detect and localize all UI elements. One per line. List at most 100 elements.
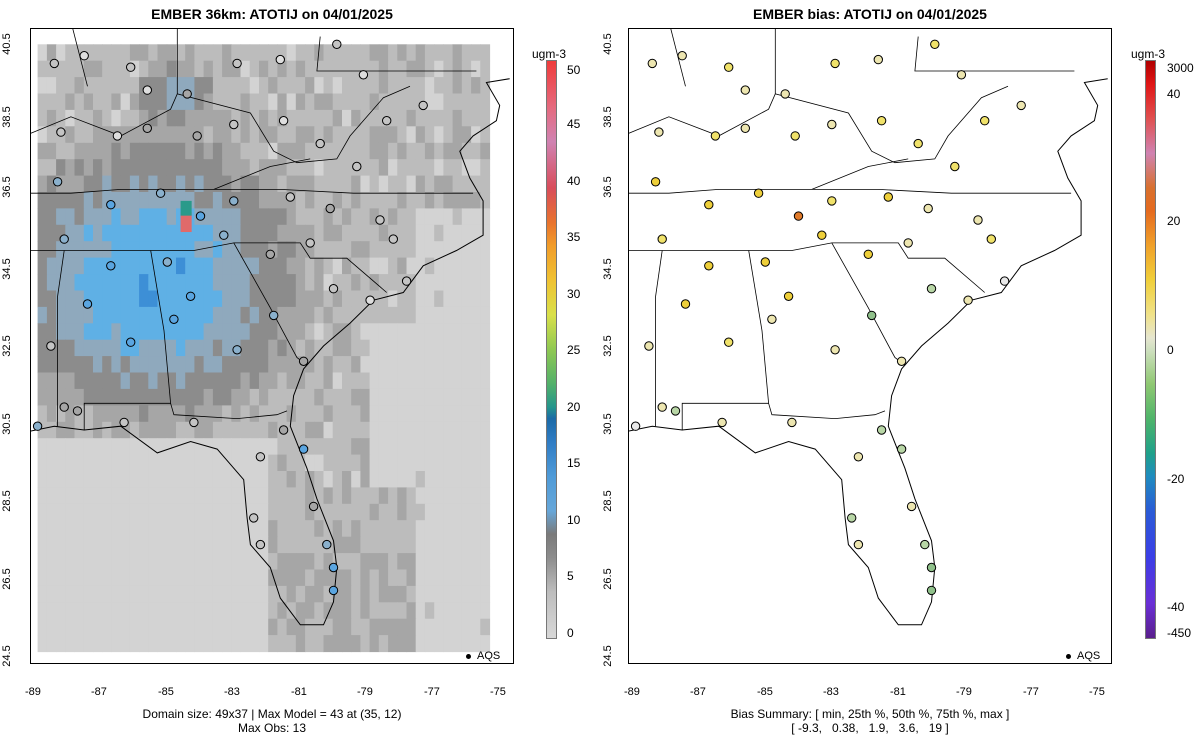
- grid-cell: [259, 323, 269, 341]
- grid-cell: [323, 602, 334, 620]
- grid-cell: [176, 520, 186, 538]
- grid-cell: [342, 438, 352, 456]
- bias-site-marker: [827, 119, 837, 130]
- grid-cell: [56, 536, 66, 554]
- grid-cell: [148, 553, 159, 571]
- right-state-boundary: [629, 189, 1072, 194]
- grid-cell: [120, 520, 131, 538]
- grid-cell: [83, 142, 94, 160]
- grid-cell: [157, 520, 168, 538]
- grid-cell: [452, 77, 463, 95]
- grid-cell: [212, 454, 223, 472]
- grid-cell: [176, 372, 186, 390]
- grid-cell: [120, 142, 131, 160]
- grid-cell: [102, 438, 112, 456]
- grid-cell: [185, 569, 195, 587]
- grid-cell: [342, 421, 352, 439]
- grid-cell: [323, 471, 334, 488]
- grid-cell: [46, 109, 57, 127]
- grid-cell: [378, 438, 389, 456]
- right-caption-line1: Bias Summary: [ min, 25th %, 50th %, 75t…: [730, 707, 1010, 721]
- grid-cell: [83, 339, 94, 357]
- grid-cell: [480, 77, 491, 95]
- grid-cell: [295, 142, 306, 160]
- grid-cell: [434, 553, 444, 571]
- grid-cell: [37, 93, 48, 111]
- grid-cell: [249, 569, 260, 587]
- grid-cell: [480, 224, 491, 242]
- grid-cell: [434, 438, 444, 456]
- grid-cell: [259, 192, 269, 209]
- grid-cell: [74, 290, 85, 308]
- grid-cell: [471, 241, 481, 259]
- grid-cell: [203, 257, 214, 275]
- grid-cell: [286, 487, 297, 505]
- grid-cell: [415, 77, 426, 95]
- bias-site-marker: [896, 444, 907, 454]
- grid-cell: [480, 569, 491, 587]
- grid-cell: [397, 536, 408, 554]
- colorbar-tick: 15: [567, 456, 581, 470]
- grid-cell: [277, 618, 288, 636]
- grid-cell: [139, 471, 149, 488]
- grid-cell: [37, 142, 48, 160]
- grid-cell: [424, 635, 435, 653]
- grid-cell: [111, 60, 122, 78]
- grid-cell: [415, 126, 426, 144]
- grid-cell: [222, 553, 232, 571]
- grid-cell: [102, 339, 112, 357]
- grid-cell: [212, 241, 223, 259]
- grid-cell: [424, 290, 435, 308]
- grid-cell: [111, 421, 122, 439]
- grid-cell: [471, 471, 481, 488]
- grid-cell: [323, 487, 334, 505]
- grid-cell: [166, 438, 177, 456]
- grid-cell: [212, 126, 223, 144]
- grid-cell: [314, 175, 325, 193]
- grid-cell: [65, 372, 76, 390]
- grid-cell: [461, 208, 472, 226]
- grid-cell: [342, 388, 352, 406]
- bias-site-marker: [780, 89, 790, 99]
- grid-cell: [249, 142, 260, 160]
- grid-cell: [231, 553, 242, 571]
- grid-cell: [471, 274, 481, 292]
- grid-cell: [74, 438, 85, 456]
- grid-cell: [83, 569, 94, 587]
- grid-cell: [212, 618, 223, 636]
- grid-cell: [93, 323, 103, 341]
- grid-cell: [452, 618, 463, 636]
- grid-cell: [351, 635, 361, 653]
- grid-cell: [231, 77, 242, 95]
- grid-cell: [342, 60, 352, 78]
- grid-cell: [323, 356, 334, 374]
- grid-cell: [452, 536, 463, 554]
- grid-cell: [461, 290, 472, 308]
- grid-cell: [231, 421, 242, 439]
- grid-cell: [139, 339, 149, 357]
- grid-cell: [434, 241, 444, 259]
- grid-cell: [480, 454, 491, 472]
- y-tick-label: 24.5: [1, 645, 13, 667]
- bias-site-marker: [630, 421, 641, 431]
- grid-cell: [203, 520, 214, 538]
- grid-cell: [406, 306, 417, 324]
- grid-cell: [424, 126, 435, 144]
- grid-cell: [295, 405, 306, 423]
- grid-cell: [120, 618, 131, 636]
- grid-cell: [452, 192, 463, 209]
- grid-cell: [351, 142, 361, 160]
- grid-cell: [102, 126, 112, 144]
- grid-cell: [434, 77, 444, 95]
- grid-cell: [397, 438, 408, 456]
- grid-cell: [342, 192, 352, 209]
- colorbar-tick: 45: [567, 117, 581, 131]
- y-tick-label: 34.5: [602, 258, 614, 280]
- obs-site-marker: [298, 444, 309, 454]
- grid-cell: [102, 454, 112, 472]
- grid-cell: [461, 142, 472, 160]
- grid-cell: [111, 602, 122, 620]
- grid-cell: [65, 159, 76, 177]
- grid-cell: [231, 274, 242, 292]
- obs-site-marker: [56, 127, 66, 137]
